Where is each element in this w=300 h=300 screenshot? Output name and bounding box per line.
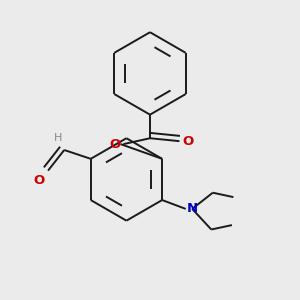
Text: N: N (187, 202, 198, 215)
Text: O: O (34, 174, 45, 187)
Text: O: O (182, 135, 194, 148)
Text: O: O (109, 138, 121, 151)
Text: H: H (54, 133, 62, 142)
